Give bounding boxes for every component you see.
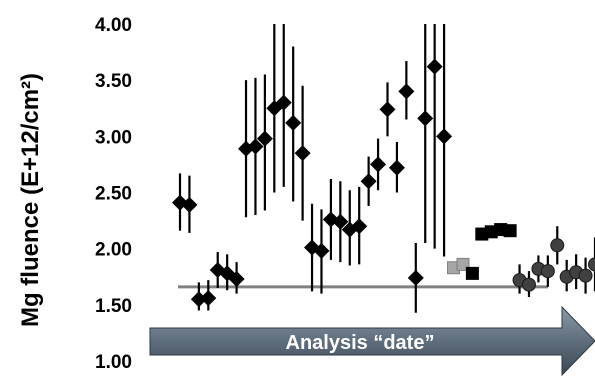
square-marker — [465, 266, 479, 280]
y-axis-ticks: 1.00 1.50 2.00 2.50 3.00 3.50 4.00 — [95, 15, 132, 373]
diamond-marker — [256, 130, 273, 147]
diamond-marker — [181, 196, 198, 213]
x-axis-arrow: Analysis “date” — [149, 305, 595, 377]
y-tick-label: 2.00 — [95, 240, 132, 261]
diamond-marker — [247, 138, 264, 155]
y-tick-label: 2.50 — [95, 184, 132, 205]
diamond-marker — [398, 83, 415, 100]
y-tick-label: 1.50 — [95, 296, 132, 317]
circle-marker — [578, 268, 593, 283]
diamond-marker — [426, 58, 443, 75]
diamond-marker — [228, 270, 245, 287]
circle-marker — [540, 264, 555, 279]
diamond-marker — [436, 128, 453, 145]
diamond-marker — [294, 145, 311, 162]
diamond-marker — [200, 290, 217, 307]
diamond-marker — [313, 242, 330, 259]
y-tick-label: 4.00 — [95, 15, 132, 36]
diamond-marker — [360, 173, 377, 190]
y-tick-label: 3.50 — [95, 71, 132, 92]
y-tick-label: 1.00 — [95, 352, 132, 373]
y-tick-label: 3.00 — [95, 127, 132, 148]
y-axis-label: Mg fluence (E+12/cm²) — [17, 73, 44, 327]
circle-marker — [588, 257, 595, 272]
diamond-marker — [285, 114, 302, 131]
diamond-marker — [417, 110, 434, 127]
analysis-date-arrow — [149, 305, 595, 377]
x-axis-arrow-label: Analysis “date” — [286, 332, 435, 354]
diamond-marker — [370, 156, 387, 173]
diamond-marker — [407, 269, 424, 286]
circle-marker — [521, 277, 536, 292]
circle-marker — [550, 238, 565, 253]
diamond-marker — [190, 291, 207, 308]
diamond-marker — [379, 101, 396, 118]
data-points — [172, 24, 595, 313]
diamond-marker — [275, 94, 292, 111]
square-marker — [503, 224, 517, 238]
diamond-marker — [332, 213, 349, 230]
diamond-marker — [388, 159, 405, 176]
diamond-marker — [351, 218, 368, 235]
